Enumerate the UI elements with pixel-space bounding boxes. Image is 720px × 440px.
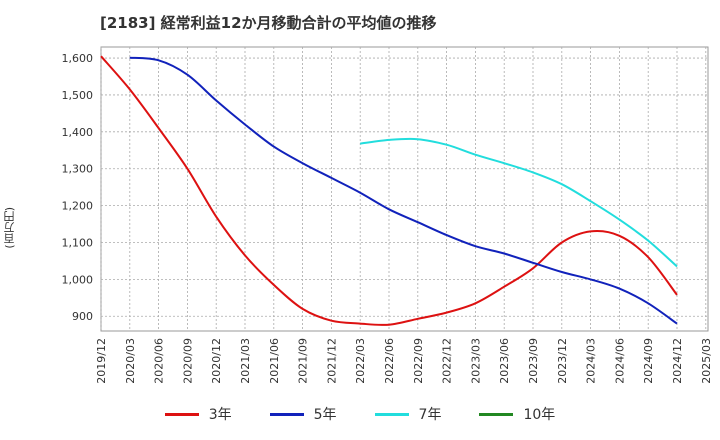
- y-tick-label: 1,100: [62, 236, 94, 249]
- x-tick-label: 2020/06: [153, 338, 166, 384]
- grid-lines: [100, 47, 708, 331]
- legend-swatch: [164, 412, 199, 416]
- x-tick-label: 2021/12: [325, 338, 338, 384]
- x-tick-label: 2023/03: [469, 338, 482, 384]
- x-tick-label: 2023/06: [498, 338, 511, 384]
- x-tick-label: 2022/09: [412, 338, 425, 384]
- legend-item: 5年: [269, 404, 337, 424]
- chart-title: [2183] 経常利益12か月移動合計の平均値の推移: [100, 14, 437, 32]
- x-tick-label: 2023/09: [527, 338, 540, 384]
- legend-swatch: [374, 412, 409, 416]
- legend-item: 7年: [374, 404, 442, 424]
- x-tick-labels: 2019/12 2020/03 2020/06 2020/09 2020/12 2021/…: [95, 338, 713, 384]
- y-tick-label: 1,300: [62, 163, 94, 176]
- series-line-2: [129, 56, 678, 325]
- legend-label: 3年: [208, 407, 232, 423]
- y-tick-label: 900: [72, 310, 93, 323]
- x-tick-label: 2020/03: [124, 338, 137, 384]
- series-line-1: [100, 55, 678, 326]
- x-tick-label: 2022/06: [383, 338, 396, 384]
- series-line-3: [360, 137, 678, 268]
- x-tick-label: 2024/09: [642, 338, 655, 384]
- legend-label: 5年: [313, 407, 337, 423]
- legend-label: 10年: [523, 407, 556, 423]
- series-lines: [100, 55, 678, 326]
- x-tick-label: 2020/12: [210, 338, 223, 384]
- legend-item: 10年: [479, 404, 555, 424]
- y-tick-label: 1,200: [62, 200, 94, 213]
- y-tick-labels: 900 1,000 1,100 1,200 1,300 1,400 1,500 1,600: [62, 52, 94, 323]
- y-tick-label: 1,000: [62, 273, 94, 286]
- x-tick-label: 2021/03: [239, 338, 252, 384]
- legend-swatch: [479, 412, 514, 416]
- legend-swatch: [269, 412, 304, 416]
- x-tick-label: 2022/12: [441, 338, 454, 384]
- legend: 3年 5年 7年 10年: [0, 404, 720, 424]
- x-tick-label: 2025/03: [700, 338, 713, 384]
- x-tick-label: 2019/12: [95, 338, 108, 384]
- y-tick-label: 1,500: [62, 89, 94, 102]
- x-tick-label: 2024/12: [671, 338, 684, 384]
- x-tick-label: 2021/06: [268, 338, 281, 384]
- x-tick-label: 2022/03: [354, 338, 367, 384]
- legend-label: 7年: [418, 407, 442, 423]
- x-tick-label: 2023/12: [556, 338, 569, 384]
- y-tick-label: 1,400: [62, 126, 94, 139]
- x-tick-label: 2024/03: [585, 338, 598, 384]
- x-tick-label: 2024/06: [613, 338, 626, 384]
- x-tick-label: 2020/09: [181, 338, 194, 384]
- legend-item: 3年: [164, 404, 232, 424]
- x-tick-label: 2021/09: [297, 338, 310, 384]
- y-tick-label: 1,600: [62, 52, 94, 65]
